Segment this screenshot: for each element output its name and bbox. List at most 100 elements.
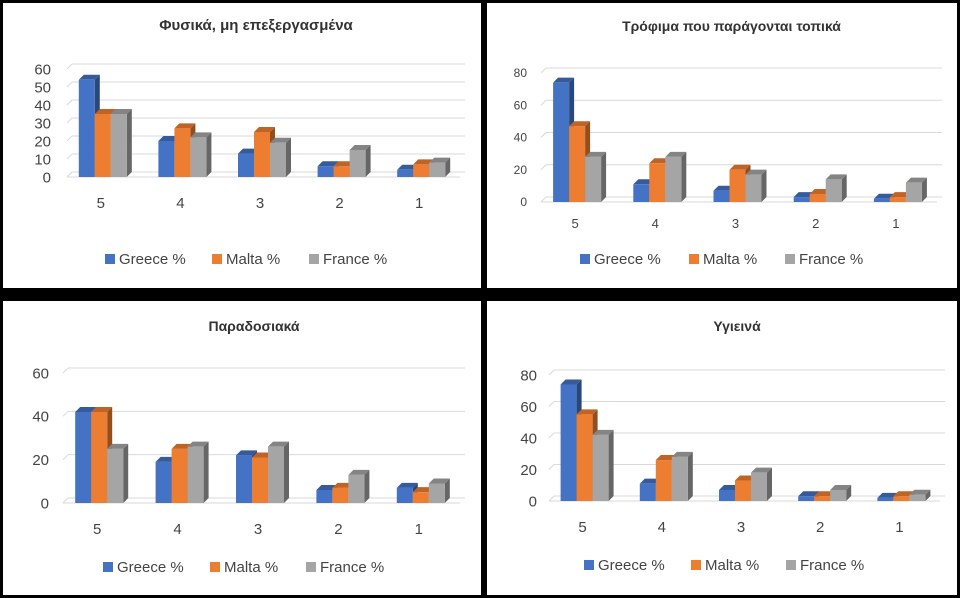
bar-france-4: [671, 451, 693, 501]
bar-top: [413, 159, 435, 165]
bar-front: [893, 496, 910, 501]
bar-top: [333, 161, 355, 167]
bar-top: [91, 407, 113, 412]
x-tick-label: 3: [737, 519, 745, 536]
bar-side: [286, 137, 291, 177]
bar-top: [745, 169, 767, 175]
bar-front: [877, 497, 894, 501]
bar-top: [348, 469, 370, 475]
gridline-depth: [62, 367, 69, 374]
gridline-depth: [548, 369, 555, 376]
bar-front: [171, 448, 188, 503]
bar-front: [428, 483, 445, 503]
bar-top: [428, 478, 450, 484]
y-tick-label: 20: [514, 163, 528, 177]
bar-top: [639, 478, 661, 484]
bar-front: [174, 128, 191, 177]
x-tick-label: 2: [334, 521, 342, 538]
bar-france-1: [429, 157, 451, 177]
bar-front: [412, 492, 429, 503]
gridline-depth: [66, 117, 73, 124]
bar-front: [719, 489, 735, 501]
x-tick-label: 4: [658, 519, 666, 536]
bar-top: [798, 491, 820, 497]
bar-front: [396, 487, 413, 503]
bar-france-5: [585, 151, 607, 202]
y-tick-label: 40: [32, 409, 49, 426]
bar-front: [75, 412, 92, 503]
chart-panel-healthy: Υγιεινά 0 20 40 60 80 5 4 3 2 1 Greece % Malta % Fran…: [487, 301, 957, 595]
bar-top: [187, 441, 209, 447]
bar-top: [633, 179, 655, 185]
bar-top: [825, 174, 847, 180]
bar-side: [364, 469, 370, 503]
bar-front: [793, 197, 810, 202]
bar-top: [268, 441, 289, 447]
bar-france-2: [348, 469, 370, 503]
bar-front: [429, 162, 446, 177]
bar-front: [110, 114, 127, 177]
bar-top: [553, 77, 575, 83]
bar-front: [592, 434, 609, 501]
bar-front: [236, 455, 252, 503]
bar-front: [560, 384, 577, 501]
x-tick-label: 4: [176, 195, 184, 212]
bar-france-5: [592, 429, 614, 501]
gridline-depth: [540, 164, 547, 171]
legend: Greece % Malta % France %: [103, 559, 384, 576]
bar-top: [655, 455, 677, 461]
x-tick-label: 3: [254, 521, 262, 538]
bar-top: [889, 192, 911, 198]
bar-top: [78, 74, 100, 80]
legend-label-france: France %: [323, 251, 387, 268]
gridline-depth: [66, 63, 73, 70]
bar-front: [155, 461, 172, 503]
bar-front: [585, 156, 602, 202]
bar-top: [171, 443, 193, 449]
gridline-depth: [548, 401, 555, 407]
legend: Greece % Malta % France %: [580, 251, 863, 268]
y-tick-label: 60: [520, 399, 537, 416]
x-tick-label: 1: [895, 519, 903, 536]
bar-front: [909, 494, 926, 501]
gridline-depth: [66, 171, 73, 178]
bar-top: [893, 491, 915, 497]
bar-front: [809, 193, 826, 202]
bar-front: [238, 153, 254, 177]
y-tick-label: 60: [32, 365, 49, 382]
bar-france-4: [665, 151, 687, 202]
legend-label-malta: Malta %: [224, 559, 278, 576]
bar-top: [751, 467, 772, 473]
bar-front: [655, 460, 672, 501]
bar-top: [830, 484, 852, 490]
bar-front: [713, 190, 730, 202]
legend-label-malta: Malta %: [703, 251, 757, 268]
chart-title: Φυσικά, μη επεξεργασμένα: [159, 17, 353, 34]
y-tick-label: 20: [34, 133, 51, 150]
chart-traditional: Παραδοσιακά 0 20 40 60 5 4 3 2 1 Greece % Malta % Fr…: [32, 318, 465, 576]
bar-front: [252, 457, 268, 503]
x-tick-label: 2: [812, 216, 819, 231]
gridline-depth: [540, 99, 547, 106]
chart-local: Τρόφιμα που παράγονται τοπικά 0 20 40 60 80 5 4…: [514, 18, 942, 268]
bar-front: [268, 446, 284, 503]
bar-top: [110, 109, 132, 114]
chart-title: Υγιεινά: [713, 318, 761, 334]
bar-side: [608, 429, 614, 501]
x-tick-label: 4: [652, 216, 659, 231]
legend-swatch-france: [309, 254, 319, 264]
bar-top: [576, 409, 598, 415]
y-tick-label: 20: [520, 462, 537, 479]
chart-panel-natural: Φυσικά, μη επεξεργασμένα 0 10 20 30 40 50 60 5 4 3…: [3, 3, 481, 288]
bar-top: [592, 429, 614, 435]
bar-side: [126, 109, 132, 177]
bar-front: [576, 414, 593, 501]
bar-france-5: [110, 109, 132, 177]
bar-top: [665, 151, 687, 157]
gridline-depth: [540, 132, 547, 138]
bar-side: [761, 169, 767, 202]
x-tick-label: 4: [173, 521, 181, 538]
bar-top: [270, 137, 291, 143]
legend-label-malta: Malta %: [705, 557, 759, 574]
